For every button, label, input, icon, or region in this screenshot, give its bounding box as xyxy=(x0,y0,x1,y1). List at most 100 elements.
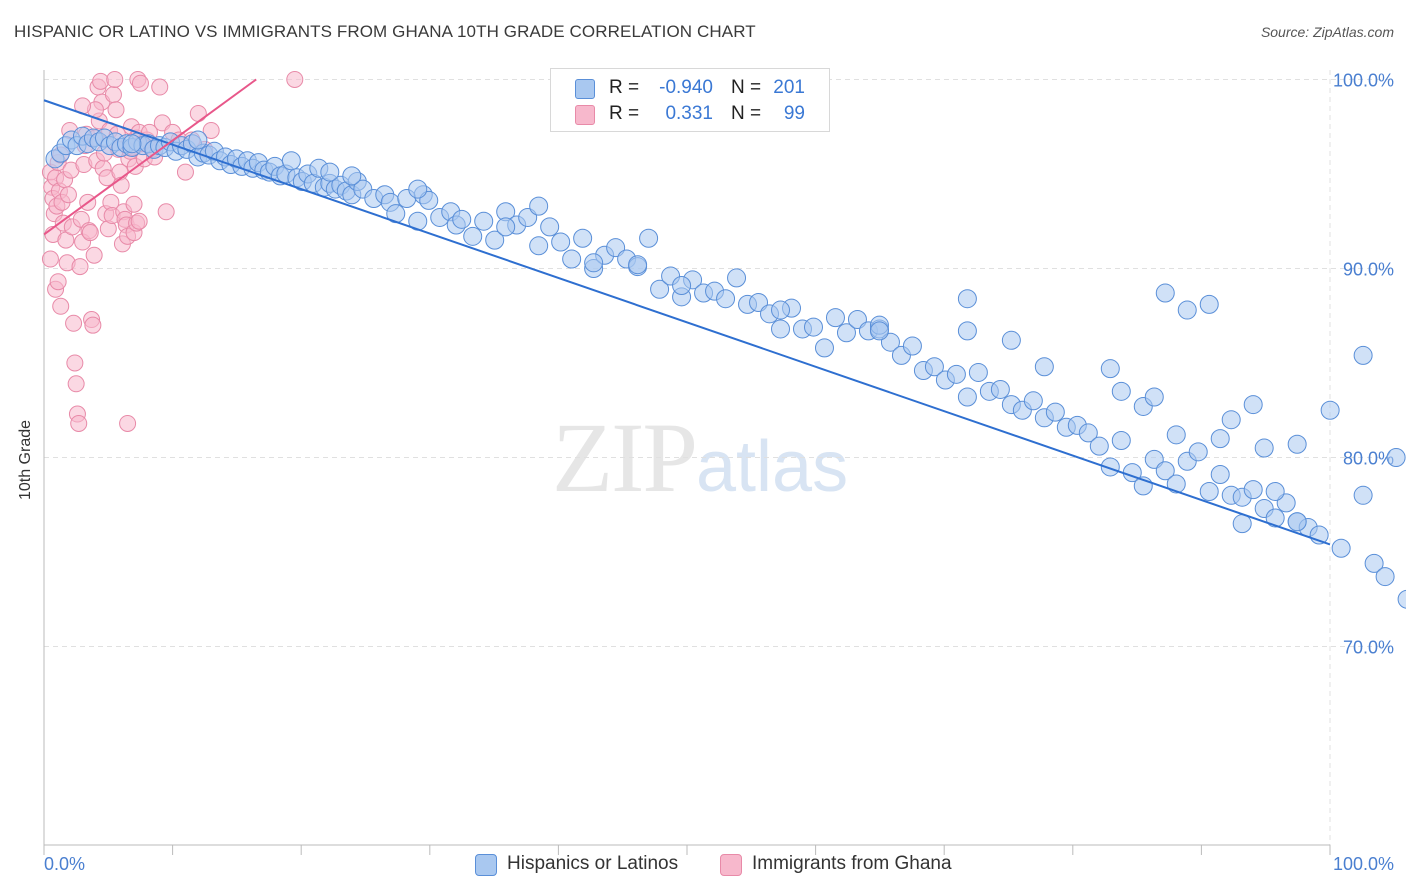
hispanic-point xyxy=(1287,434,1307,454)
hispanic-point xyxy=(1353,345,1373,365)
ghana-point xyxy=(189,104,207,122)
hispanic-point xyxy=(342,166,362,186)
y-tick-label: 100.0% xyxy=(1333,70,1394,90)
hispanic-point xyxy=(1199,482,1219,502)
hispanic-point xyxy=(771,300,791,320)
ghana-point xyxy=(41,250,59,268)
n-value: 201 xyxy=(773,77,805,98)
ghana-point xyxy=(84,316,102,334)
hispanic-point xyxy=(1353,485,1373,505)
hispanic-point xyxy=(1001,330,1021,350)
hispanic-point xyxy=(452,209,472,229)
hispanic-point xyxy=(1177,300,1197,320)
hispanic-point xyxy=(628,255,648,275)
ghana-point xyxy=(112,176,130,194)
ghana-point xyxy=(286,70,304,88)
hispanic-point xyxy=(496,217,516,237)
hispanic-point xyxy=(1375,567,1395,587)
y-axis-title: 10th Grade xyxy=(17,419,34,501)
hispanic-point xyxy=(716,289,736,309)
hispanic-point xyxy=(1089,436,1109,456)
hispanic-point xyxy=(281,151,301,171)
hispanic-point xyxy=(1265,482,1285,502)
hispanic-point xyxy=(902,336,922,356)
hispanic-point xyxy=(727,268,747,288)
hispanic-point xyxy=(1188,442,1208,462)
hispanic-point xyxy=(122,134,142,154)
ghana-point xyxy=(70,414,88,432)
hispanic-point xyxy=(1166,425,1186,445)
ghana-point xyxy=(130,212,148,230)
hispanic-point xyxy=(463,226,483,246)
hispanic-point xyxy=(1210,429,1230,449)
hispanic-point xyxy=(584,253,604,273)
chart-title: HISPANIC OR LATINO VS IMMIGRANTS FROM GH… xyxy=(14,22,756,41)
hispanic-point xyxy=(924,357,944,377)
hispanic-point xyxy=(1386,448,1406,467)
ghana-point xyxy=(151,78,169,96)
source-credit: Source: ZipAtlas.com xyxy=(1260,24,1394,40)
ghana-trendline xyxy=(43,78,257,236)
hispanic-point xyxy=(1243,395,1263,415)
r-value: 0.331 xyxy=(665,103,713,124)
ghana-point xyxy=(49,273,67,291)
y-tick-label: 80.0% xyxy=(1343,449,1394,469)
y-tick-label: 70.0% xyxy=(1343,638,1394,658)
ghana-point xyxy=(67,375,85,393)
hispanic-point xyxy=(1221,410,1241,430)
hispanic-point xyxy=(1111,430,1131,450)
hispanic-point xyxy=(946,364,966,384)
hispanic-point xyxy=(540,217,560,237)
hispanic-point xyxy=(1023,391,1043,411)
hispanic-point xyxy=(825,308,845,328)
swatch-pink xyxy=(575,105,595,125)
hispanic-point xyxy=(1265,508,1285,528)
watermark-atlas: atlas xyxy=(696,427,849,507)
ghana-point xyxy=(157,203,175,221)
hispanic-point xyxy=(650,279,670,299)
hispanic-point xyxy=(836,323,856,343)
ghana-point xyxy=(92,72,110,90)
ghana-point xyxy=(52,297,70,315)
hispanic-point xyxy=(573,228,593,248)
legend-label: Hispanics or Latinos xyxy=(507,853,679,874)
hispanic-point xyxy=(1155,283,1175,303)
ghana-point xyxy=(85,246,103,264)
hispanic-point xyxy=(320,162,340,182)
hispanic-point xyxy=(1144,387,1164,407)
hispanic-point xyxy=(562,249,582,269)
hispanic-point xyxy=(1287,512,1307,532)
stats-box: R = -0.940 N = 201 R = 0.331 N = 99 xyxy=(550,68,830,132)
legend-swatch-blue xyxy=(475,854,497,876)
hispanic-point xyxy=(771,319,791,339)
ghana-point xyxy=(176,163,194,181)
hispanic-point xyxy=(1034,357,1054,377)
hispanic-point xyxy=(957,387,977,407)
r-value: -0.940 xyxy=(659,77,713,98)
n-label: N = xyxy=(731,77,762,98)
ghana-point xyxy=(125,195,143,213)
ghana-point xyxy=(81,224,99,242)
hispanic-point xyxy=(1100,457,1120,477)
n-value: 99 xyxy=(783,103,805,124)
hispanic-point xyxy=(529,236,549,256)
hispanic-point xyxy=(957,321,977,341)
legend-label: Immigrants from Ghana xyxy=(752,853,952,874)
hispanic-point xyxy=(1100,359,1120,379)
swatch-blue xyxy=(575,79,595,99)
hispanic-point xyxy=(1364,553,1384,573)
hispanic-point xyxy=(803,317,823,337)
hispanic-point xyxy=(990,379,1010,399)
ghana-point xyxy=(65,314,83,332)
hispanic-point xyxy=(1111,381,1131,401)
hispanic-point xyxy=(1199,294,1219,314)
ghana-point xyxy=(107,101,125,119)
hispanic-point xyxy=(551,232,571,252)
hispanic-point xyxy=(1397,589,1406,609)
hispanic-point xyxy=(1166,474,1186,494)
hispanic-point xyxy=(474,211,494,231)
stats-row-hispanic: R = -0.940 N = 201 xyxy=(551,75,829,101)
hispanic-point xyxy=(1045,402,1065,422)
hispanic-point xyxy=(1210,465,1230,485)
x-tick-label: 100.0% xyxy=(1333,854,1394,874)
